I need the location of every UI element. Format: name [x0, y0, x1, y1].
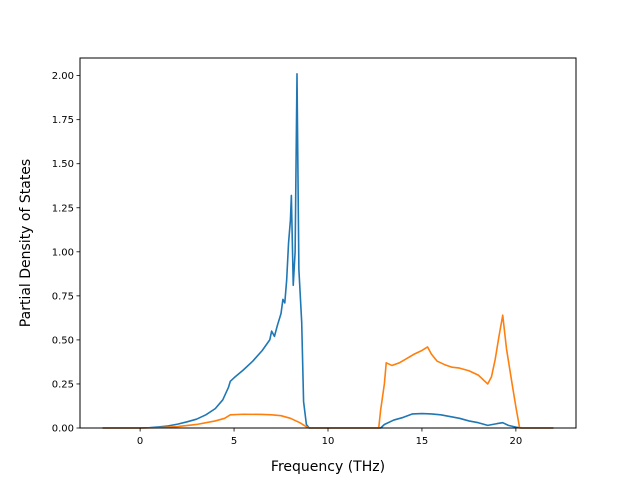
y-tick-label: 1.75: [52, 115, 74, 126]
series-line-2: [102, 314, 554, 429]
x-tick-label: 5: [231, 436, 237, 447]
x-tick-label: 15: [416, 436, 429, 447]
plot-background: [80, 58, 576, 428]
x-axis-label: Frequency (THz): [271, 459, 385, 475]
series-layer: [102, 73, 554, 429]
x-tick-label: 10: [322, 436, 335, 447]
y-tick-label: 1.00: [52, 247, 74, 258]
y-tick-label: 0.00: [52, 424, 74, 435]
y-tick-label: 1.50: [52, 159, 74, 170]
y-axis-label: Partial Density of States: [18, 159, 34, 327]
y-tick-label: 2.00: [52, 71, 74, 82]
y-tick-label: 1.25: [52, 203, 74, 214]
x-tick-label: 20: [510, 436, 523, 447]
x-tick-label: 0: [137, 436, 143, 447]
y-tick-label: 0.75: [52, 291, 74, 302]
y-tick-label: 0.25: [52, 379, 74, 390]
plot-frame: [79, 57, 577, 429]
y-axis-ticks: 0.00 0.25 0.50 0.75 1.00 1.25 1.50 1.75 2.00: [52, 71, 80, 435]
x-axis-ticks: 0 5 10 15 20: [137, 428, 522, 447]
y-tick-label: 0.50: [52, 335, 74, 346]
series-line-1: [102, 73, 554, 429]
